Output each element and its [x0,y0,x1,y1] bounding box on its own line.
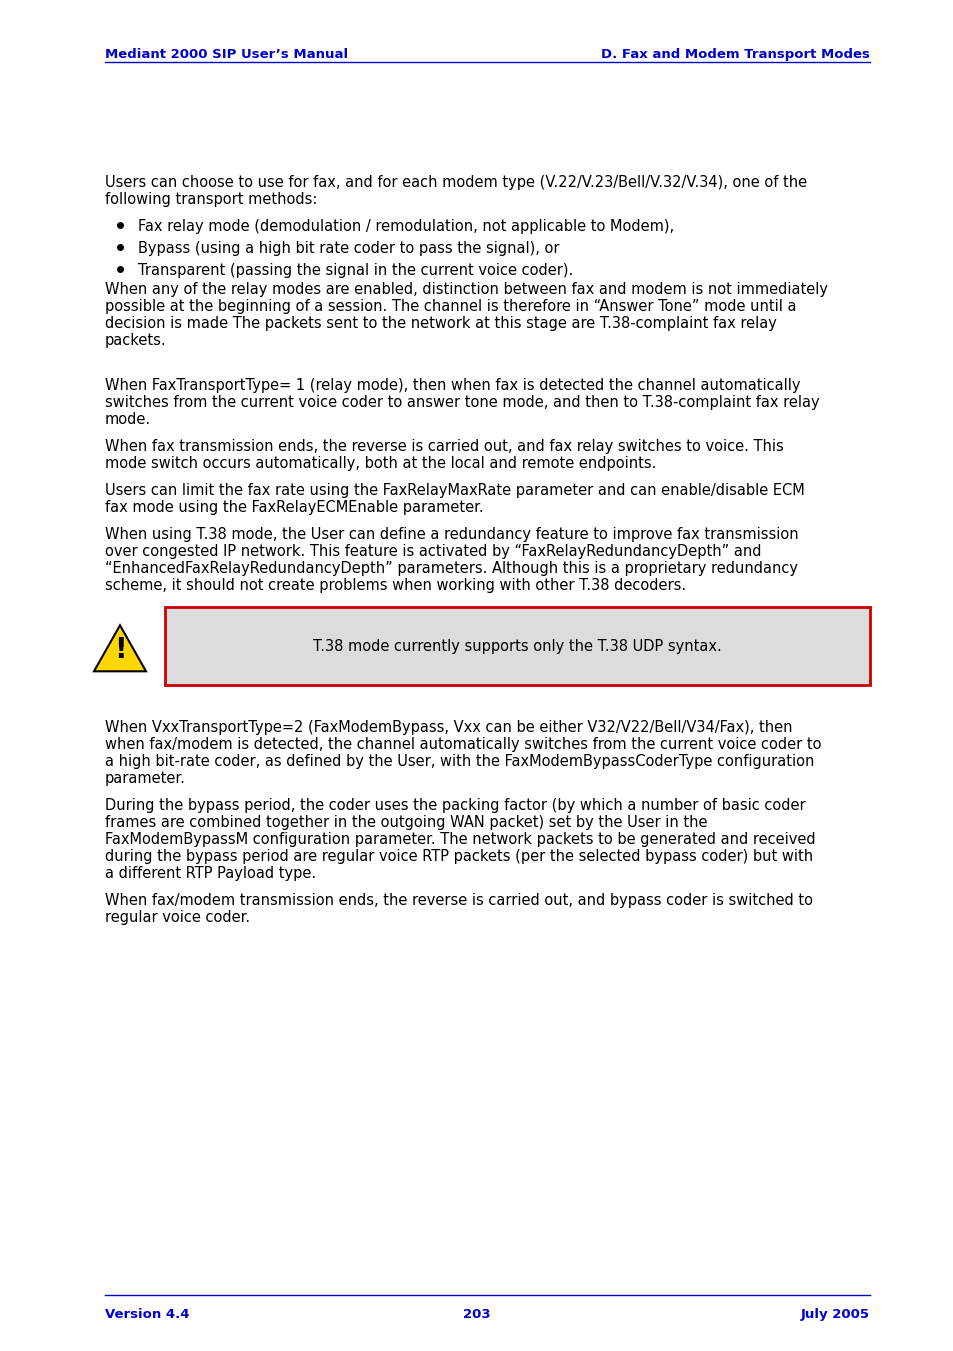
Text: When fax transmission ends, the reverse is carried out, and fax relay switches t: When fax transmission ends, the reverse … [105,439,783,454]
Text: packets.: packets. [105,332,167,349]
Text: D. Fax and Modem Transport Modes: D. Fax and Modem Transport Modes [600,49,869,61]
Text: 203: 203 [463,1308,490,1321]
Text: !: ! [113,636,126,663]
Text: When using T.38 mode, the User can define a redundancy feature to improve fax tr: When using T.38 mode, the User can defin… [105,527,798,542]
Text: parameter.: parameter. [105,771,186,786]
Text: Transparent (passing the signal in the current voice coder).: Transparent (passing the signal in the c… [138,263,573,278]
Text: Mediant 2000 SIP User’s Manual: Mediant 2000 SIP User’s Manual [105,49,348,61]
Text: “EnhancedFaxRelayRedundancyDepth” parameters. Although this is a proprietary red: “EnhancedFaxRelayRedundancyDepth” parame… [105,561,797,576]
Text: FaxModemBypassM configuration parameter. The network packets to be generated and: FaxModemBypassM configuration parameter.… [105,832,815,847]
Text: when fax/modem is detected, the channel automatically switches from the current : when fax/modem is detected, the channel … [105,738,821,753]
Text: regular voice coder.: regular voice coder. [105,911,250,925]
Text: When fax/modem transmission ends, the reverse is carried out, and bypass coder i: When fax/modem transmission ends, the re… [105,893,812,908]
Text: When any of the relay modes are enabled, distinction between fax and modem is no: When any of the relay modes are enabled,… [105,282,827,297]
Text: a high bit-rate coder, as defined by the User, with the FaxModemBypassCoderType : a high bit-rate coder, as defined by the… [105,754,814,769]
Text: a different RTP Payload type.: a different RTP Payload type. [105,866,315,881]
Text: During the bypass period, the coder uses the packing factor (by which a number o: During the bypass period, the coder uses… [105,798,804,813]
Text: Bypass (using a high bit rate coder to pass the signal), or: Bypass (using a high bit rate coder to p… [138,240,558,255]
Text: following transport methods:: following transport methods: [105,192,317,207]
Text: When FaxTransportType= 1 (relay mode), then when fax is detected the channel aut: When FaxTransportType= 1 (relay mode), t… [105,378,800,393]
Text: possible at the beginning of a session. The channel is therefore in “Answer Tone: possible at the beginning of a session. … [105,299,796,313]
Text: frames are combined together in the outgoing WAN packet) set by the User in the: frames are combined together in the outg… [105,815,707,830]
Text: fax mode using the FaxRelayECMEnable parameter.: fax mode using the FaxRelayECMEnable par… [105,500,483,515]
Text: Users can choose to use for fax, and for each modem type (V.22/V.23/Bell/V.32/V.: Users can choose to use for fax, and for… [105,176,806,190]
Text: mode switch occurs automatically, both at the local and remote endpoints.: mode switch occurs automatically, both a… [105,457,656,471]
Text: Version 4.4: Version 4.4 [105,1308,190,1321]
Text: When VxxTransportType=2 (FaxModemBypass, Vxx can be either V32/V22/Bell/V34/Fax): When VxxTransportType=2 (FaxModemBypass,… [105,720,792,735]
Polygon shape [94,626,146,671]
Text: switches from the current voice coder to answer tone mode, and then to T.38-comp: switches from the current voice coder to… [105,394,819,409]
Text: scheme, it should not create problems when working with other T.38 decoders.: scheme, it should not create problems wh… [105,578,685,593]
FancyBboxPatch shape [165,607,869,685]
Text: decision is made The packets sent to the network at this stage are T.38-complain: decision is made The packets sent to the… [105,316,776,331]
Text: mode.: mode. [105,412,151,427]
Text: Fax relay mode (demodulation / remodulation, not applicable to Modem),: Fax relay mode (demodulation / remodulat… [138,219,674,234]
Text: T.38 mode currently supports only the T.38 UDP syntax.: T.38 mode currently supports only the T.… [313,639,721,654]
Text: Users can limit the fax rate using the FaxRelayMaxRate parameter and can enable/: Users can limit the fax rate using the F… [105,484,804,499]
Text: over congested IP network. This feature is activated by “FaxRelayRedundancyDepth: over congested IP network. This feature … [105,544,760,559]
Text: July 2005: July 2005 [801,1308,869,1321]
Text: during the bypass period are regular voice RTP packets (per the selected bypass : during the bypass period are regular voi… [105,848,812,865]
